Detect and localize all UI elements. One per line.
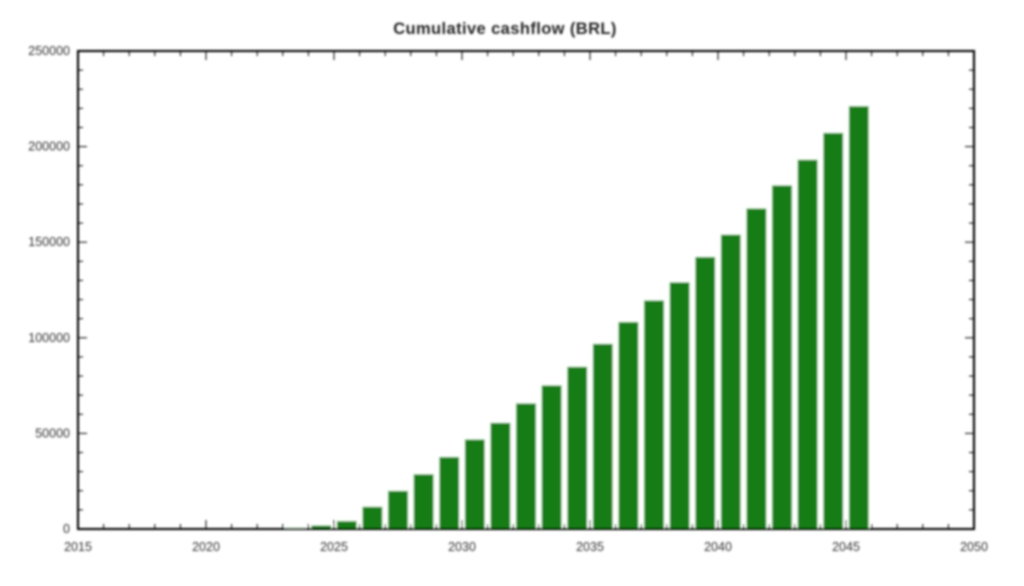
svg-text:Cumulative cashflow (BRL): Cumulative cashflow (BRL) [393,20,617,38]
svg-text:2040: 2040 [704,540,732,554]
svg-text:200000: 200000 [28,140,70,154]
svg-text:150000: 150000 [28,235,70,249]
svg-text:100000: 100000 [28,331,70,345]
svg-text:0: 0 [63,522,70,536]
svg-text:2045: 2045 [832,540,860,554]
svg-text:2015: 2015 [64,540,92,554]
svg-text:50000: 50000 [35,426,70,440]
svg-text:2050: 2050 [960,540,988,554]
svg-text:250000: 250000 [28,44,70,58]
svg-text:2030: 2030 [448,540,476,554]
svg-text:2020: 2020 [192,540,220,554]
svg-text:2035: 2035 [576,540,604,554]
svg-text:2025: 2025 [320,540,348,554]
